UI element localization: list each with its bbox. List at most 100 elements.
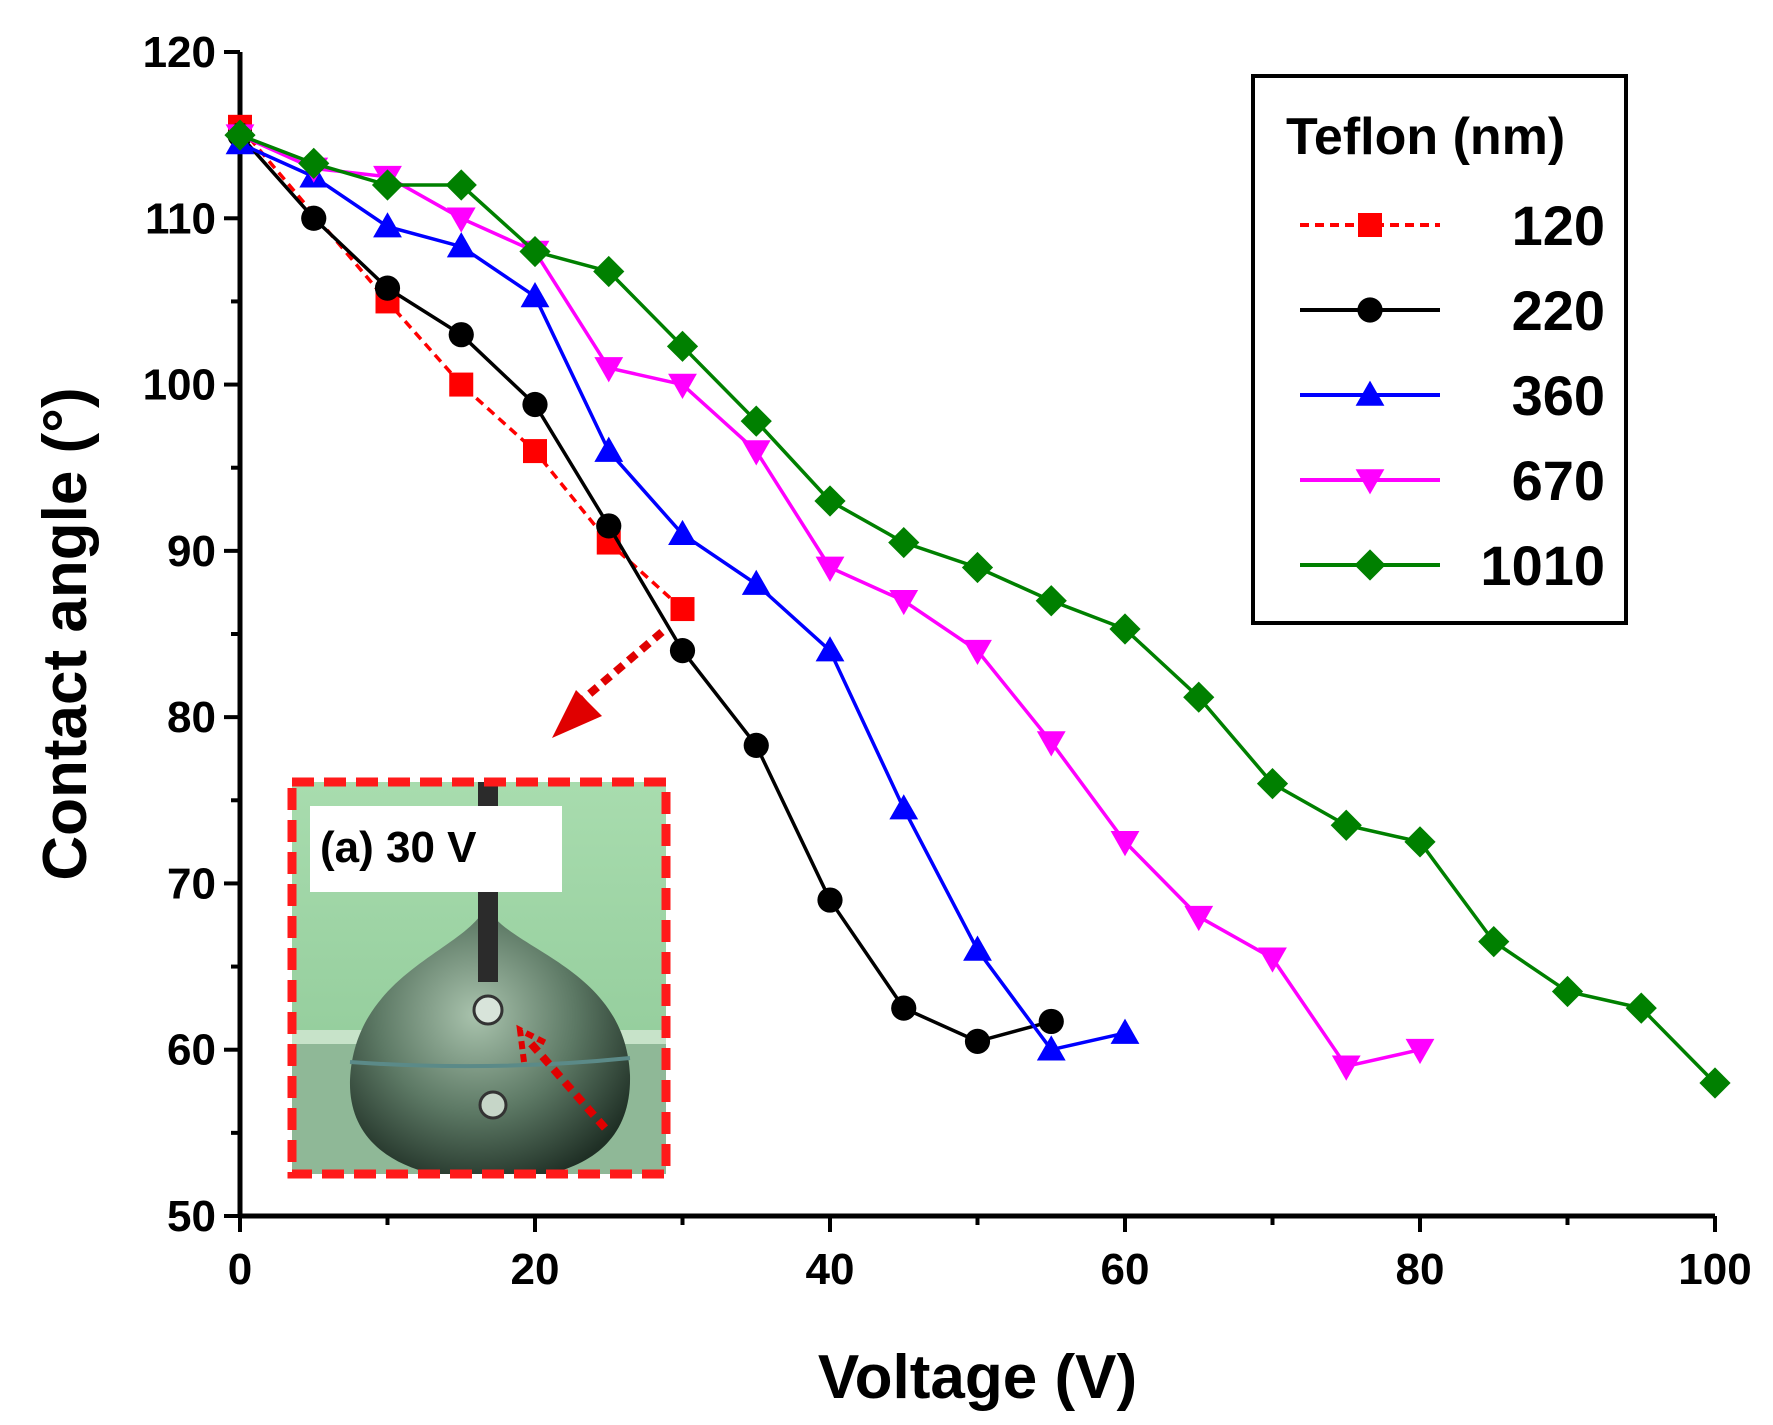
legend-label-1010: 1010 [1480, 534, 1605, 597]
x-tick-label: 40 [806, 1245, 855, 1294]
data-point-1010 [1699, 1067, 1731, 1099]
data-point-670 [1258, 947, 1287, 973]
data-point-670 [889, 589, 919, 616]
x-tick-label: 100 [1678, 1245, 1751, 1294]
data-point-220 [817, 887, 843, 913]
data-point-1010 [519, 235, 551, 268]
data-point-360 [815, 636, 845, 662]
data-point-1010 [371, 169, 404, 201]
series-220 [227, 122, 1064, 1054]
data-point-670 [446, 207, 476, 233]
data-point-360 [889, 794, 919, 820]
series-layer [224, 114, 1731, 1099]
legend-marker-360 [1355, 380, 1385, 406]
data-point-1010 [1404, 826, 1436, 858]
data-point-1010 [1330, 809, 1362, 841]
data-point-1010 [740, 405, 772, 437]
legend: Teflon (nm) 120 220 360 670 1010 [1251, 74, 1628, 625]
data-point-360 [1110, 1018, 1140, 1044]
data-point-1010 [1183, 681, 1215, 713]
y-tick-label: 120 [143, 28, 216, 77]
data-point-1010 [666, 330, 699, 362]
data-point-1010 [1551, 975, 1584, 1008]
legend-label-120: 120 [1512, 194, 1605, 257]
data-point-220 [522, 391, 548, 418]
data-point-1010 [1256, 768, 1289, 800]
x-tick-label: 20 [511, 1245, 560, 1294]
inset-photo: (a) 30 V [287, 777, 671, 1179]
data-point-1010 [298, 147, 330, 180]
data-point-360 [446, 232, 476, 258]
legend-marker-120 [1358, 213, 1382, 237]
data-point-670 [594, 357, 624, 383]
legend-marker-220 [1357, 297, 1383, 323]
y-tick-label: 70 [167, 859, 216, 908]
data-point-220 [1038, 1008, 1064, 1035]
legend-marker-1010 [1354, 549, 1386, 581]
data-point-670 [963, 639, 992, 666]
data-point-220 [374, 275, 401, 301]
x-axis-title: Voltage (V) [818, 1343, 1137, 1412]
data-point-220 [891, 995, 917, 1021]
series-line-120 [238, 125, 684, 611]
data-point-670 [741, 440, 771, 466]
data-point-1010 [888, 526, 920, 559]
data-point-670 [1110, 831, 1140, 857]
data-point-1010 [1478, 926, 1510, 958]
series-360 [225, 129, 1140, 1061]
data-point-360 [520, 282, 550, 308]
y-axis-title: Contact angle (°) [31, 387, 100, 880]
legend-title: Teflon (nm) [1286, 108, 1565, 166]
data-point-670 [1184, 905, 1214, 932]
legend-box [1251, 74, 1628, 625]
data-point-220 [596, 513, 622, 539]
data-point-120 [523, 439, 547, 464]
data-point-120 [670, 597, 695, 622]
data-point-1010 [1109, 613, 1141, 645]
data-point-220 [743, 732, 769, 759]
data-point-1010 [445, 169, 477, 201]
inset-label: (a) 30 V [320, 823, 477, 872]
y-tick-label: 100 [143, 361, 216, 410]
y-tick-label: 80 [167, 693, 216, 742]
legend-label-670: 670 [1512, 449, 1605, 512]
x-tick-label: 60 [1101, 1245, 1150, 1294]
data-point-1010 [1625, 992, 1657, 1024]
pointer-arrow [552, 628, 665, 738]
legend-marker-670 [1355, 469, 1385, 495]
data-point-670 [1331, 1055, 1361, 1081]
x-tick-label: 80 [1396, 1245, 1445, 1294]
data-point-120 [449, 372, 474, 397]
data-point-360 [963, 935, 992, 961]
x-tick-label: 0 [228, 1245, 252, 1294]
data-point-1010 [224, 119, 256, 151]
data-point-670 [668, 373, 697, 399]
data-point-1010 [1035, 585, 1067, 617]
y-tick-label: 110 [145, 194, 216, 243]
data-point-360 [373, 212, 402, 238]
data-point-220 [964, 1028, 991, 1054]
data-point-670 [815, 556, 845, 582]
y-tick-label: 90 [167, 527, 216, 576]
inset-label-box [310, 806, 562, 892]
legend-label-220: 220 [1512, 279, 1605, 342]
data-point-360 [1036, 1035, 1066, 1061]
droplet-icon [349, 905, 631, 1174]
y-tick-label: 60 [167, 1026, 216, 1075]
data-point-220 [301, 205, 327, 231]
data-point-1010 [961, 551, 994, 584]
data-point-220 [669, 638, 696, 664]
data-point-670 [1036, 731, 1066, 757]
data-point-360 [668, 519, 697, 546]
series-1010 [224, 119, 1731, 1099]
axes: 0 20 40 60 80 100 50 60 70 80 90 100 110 120 Voltage (… [31, 28, 1752, 1412]
data-point-670 [1405, 1038, 1435, 1065]
data-point-220 [448, 322, 474, 348]
data-point-360 [741, 569, 771, 595]
legend-label-360: 360 [1512, 364, 1605, 427]
data-point-360 [594, 436, 624, 462]
data-point-1010 [593, 255, 625, 288]
y-tick-label: 50 [167, 1192, 216, 1241]
data-point-1010 [814, 485, 846, 517]
series-line-220 [238, 133, 1052, 1044]
